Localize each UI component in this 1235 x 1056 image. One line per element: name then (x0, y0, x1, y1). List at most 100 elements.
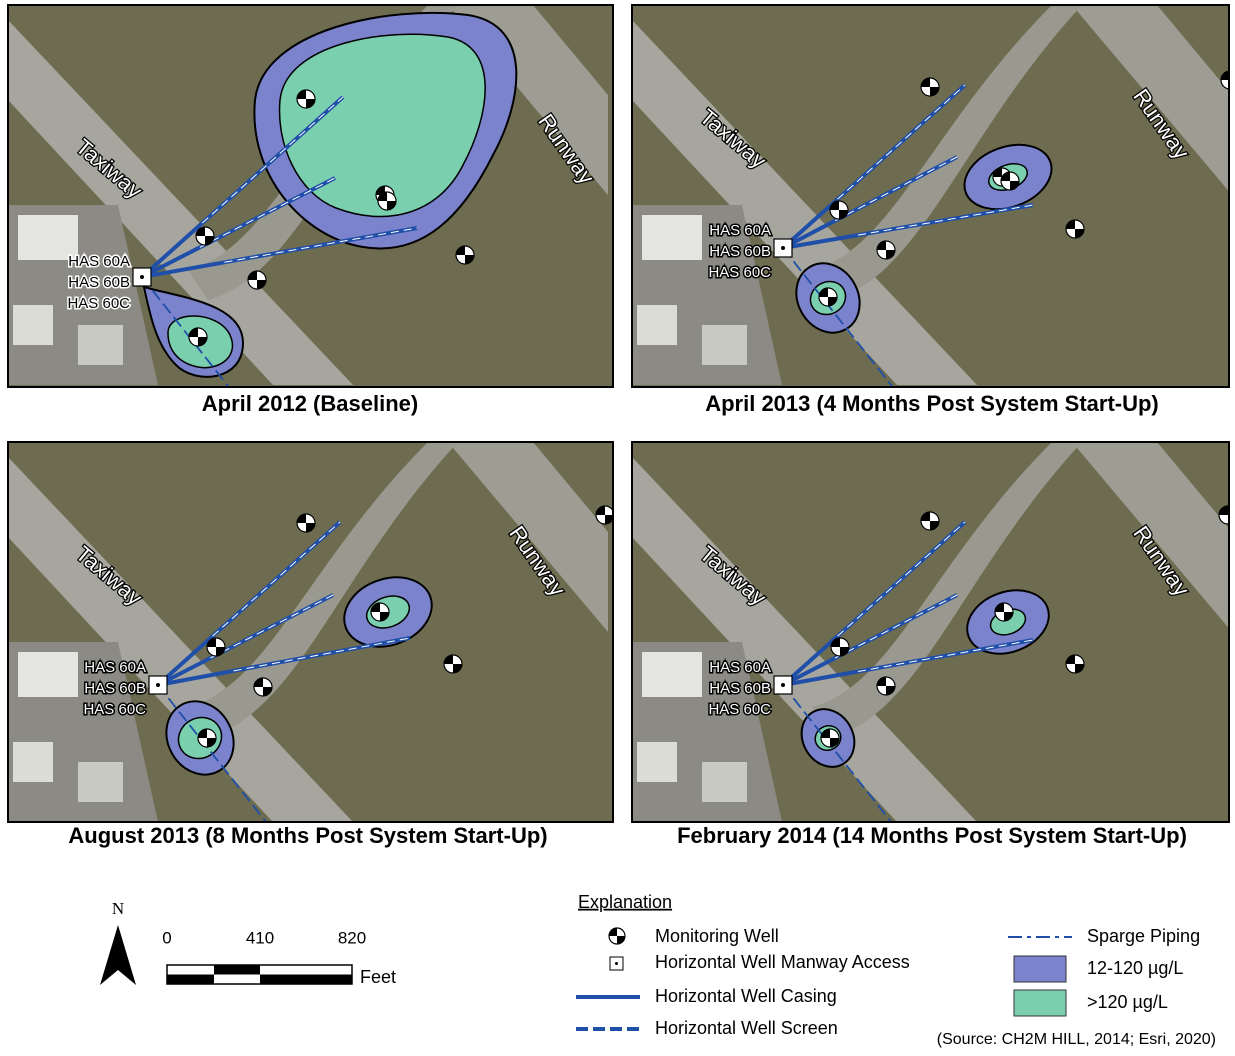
monitoring-well-quadrant (1066, 220, 1084, 238)
well-casing (782, 233, 859, 250)
taxiway-surface (632, 457, 977, 822)
building (78, 325, 123, 365)
scale-seg (260, 974, 352, 984)
legend-label: Horizontal Well Manway Access (655, 952, 910, 972)
monitoring-well-quadrant (877, 241, 895, 259)
panel-caption: August 2013 (8 Months Post System Start-… (68, 823, 547, 848)
monitoring-well-quadrant (198, 729, 216, 747)
monitoring-well-quadrant (831, 638, 849, 656)
well-casing (782, 669, 859, 687)
monitoring-well-quadrant (196, 227, 214, 245)
monitoring-well-quadrant (297, 514, 315, 532)
building (18, 215, 78, 260)
scale-seg (214, 965, 260, 975)
taxiway-surface (632, 20, 977, 385)
north-arrow (100, 925, 118, 985)
monitoring-well-quadrant (819, 288, 837, 306)
monitoring-well-quadrant (248, 271, 266, 289)
manway-access-dot (781, 683, 785, 687)
legend-well-quadrant (609, 928, 625, 944)
building (78, 762, 123, 802)
building (13, 305, 53, 345)
legend-label: >120 µg/L (1087, 992, 1168, 1012)
well-casing (141, 245, 201, 279)
well-label: HAS 60C (67, 295, 130, 312)
well-label: HAS 60B (68, 274, 130, 291)
well-screen-dash (834, 156, 958, 222)
building (642, 652, 702, 697)
monitoring-well-quadrant (596, 506, 613, 524)
north-label: N (112, 899, 124, 918)
monitoring-well-quadrant (189, 328, 207, 346)
monitoring-well-quadrant (444, 655, 462, 673)
runway-surface (1072, 5, 1229, 192)
runway-surface (448, 442, 608, 632)
legend-label: Sparge Piping (1087, 926, 1200, 946)
monitoring-well-quadrant (830, 201, 848, 219)
manway-access-dot (781, 246, 785, 250)
sparge-piping (782, 684, 893, 822)
well-screen-dash (837, 84, 966, 200)
well-casing (157, 668, 234, 687)
monitoring-well-quadrant (1221, 71, 1229, 80)
legend-manway-dot (615, 962, 618, 965)
well-screen-dash (201, 96, 344, 224)
north-arrow (118, 925, 136, 985)
panel-frame (631, 441, 1230, 823)
legend-title: Explanation (578, 892, 672, 912)
well-screen-dash (834, 594, 958, 659)
building (702, 325, 747, 365)
well-label: HAS 60C (83, 701, 146, 718)
well-casing (141, 260, 225, 279)
legend-label: Monitoring Well (655, 926, 779, 946)
monitoring-well-quadrant (1001, 172, 1019, 190)
legend-low (1013, 955, 1067, 983)
building (637, 305, 677, 345)
legend-high (1013, 989, 1067, 1017)
taxiway-surface (8, 20, 353, 385)
sparge-piping (141, 276, 230, 387)
scale-label: 0 (162, 928, 171, 947)
well-label: HAS 60B (84, 680, 146, 697)
monitoring-well-quadrant (254, 678, 272, 696)
panel-caption: February 2014 (14 Months Post System Sta… (677, 823, 1187, 848)
panel-caption: April 2012 (Baseline) (202, 391, 418, 416)
well-screen-dash (857, 204, 1034, 236)
well-label: HAS 60A (709, 659, 771, 676)
panel-caption: April 2013 (4 Months Post System Start-U… (705, 391, 1159, 416)
monitoring-well-quadrant (378, 192, 396, 210)
building (702, 762, 747, 802)
well-screen-dash (233, 637, 411, 672)
taxiway-surface (8, 457, 353, 822)
connector-road (812, 442, 1082, 737)
monitoring-well-quadrant (821, 729, 839, 747)
well-screen-dash (857, 639, 1034, 672)
well-label: HAS 60B (709, 243, 771, 260)
well-label: HAS 60C (708, 264, 771, 281)
monitoring-well-quadrant (1219, 506, 1229, 524)
connector-road (812, 5, 1082, 300)
monitoring-well-quadrant (456, 246, 474, 264)
building (642, 215, 702, 260)
source-note: (Source: CH2M HILL, 2014; Esri, 2020) (937, 1031, 1216, 1048)
monitoring-well-quadrant (921, 78, 939, 96)
well-label: HAS 60A (68, 253, 130, 270)
scale-unit: Feet (360, 967, 396, 987)
legend-label: Horizontal Well Casing (655, 986, 837, 1006)
well-label: HAS 60A (84, 659, 146, 676)
well-screen (198, 176, 336, 250)
well-screen-dash (210, 594, 334, 659)
connector-road (188, 442, 458, 737)
monitoring-well-quadrant (921, 512, 939, 530)
building (637, 742, 677, 782)
plume-high (278, 33, 486, 218)
scale-label: 820 (338, 928, 366, 947)
panel-frame (7, 4, 614, 388)
monitoring-well-quadrant (297, 90, 315, 108)
runway-surface (1072, 442, 1229, 629)
manway-access-dot (140, 275, 144, 279)
